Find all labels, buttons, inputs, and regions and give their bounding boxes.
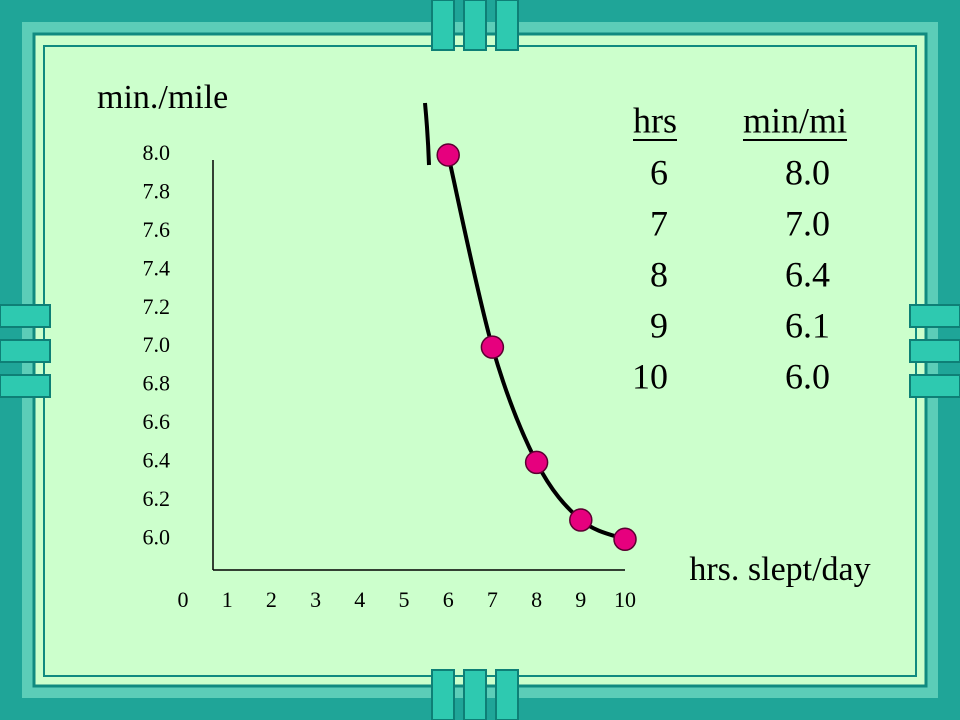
x-tick-label: 8 <box>531 587 542 612</box>
y-tick-label: 7.4 <box>143 255 171 280</box>
table-cell: 6.1 <box>785 305 830 345</box>
table-cell: 6.4 <box>785 254 830 294</box>
x-tick-label: 3 <box>310 587 321 612</box>
y-tick-label: 7.6 <box>143 217 171 242</box>
y-tick-label: 7.8 <box>143 178 171 203</box>
x-axis-label: hrs. slept/day <box>689 551 870 588</box>
point <box>436 143 460 167</box>
y-tick-label: 6.0 <box>143 524 171 549</box>
y-tick-label: 7.2 <box>143 294 171 319</box>
y-tick-label: 8.0 <box>143 140 171 165</box>
y-tick-label: 7.0 <box>143 332 171 357</box>
table-header: hrs <box>633 100 677 140</box>
y-tick-label: 6.6 <box>143 409 171 434</box>
table-cell: 6.0 <box>785 356 830 396</box>
slide-panel <box>32 32 928 688</box>
y-tick-label: 6.8 <box>143 371 171 396</box>
data-table: hrs min/mi 6 8.0 7 7.0 8 6.4 9 6.1 10 6.0 <box>632 100 848 396</box>
x-tick-label: 10 <box>614 587 636 612</box>
y-axis-label: min./mile <box>97 79 228 116</box>
x-tick-label: 1 <box>222 587 233 612</box>
point <box>569 508 593 532</box>
y-tick-label: 6.2 <box>143 486 171 511</box>
x-tick-label: 4 <box>354 587 365 612</box>
point <box>613 527 637 552</box>
table-cell: 7.0 <box>785 203 830 243</box>
table-cell: 9 <box>650 305 668 345</box>
x-tick-label: 7 <box>487 587 498 612</box>
curve-extension <box>423 102 431 166</box>
table-cell: 10 <box>632 356 668 396</box>
x-tick-label: 0 <box>178 587 189 612</box>
table-cell: 6 <box>650 152 668 192</box>
x-tick-label: 6 <box>443 587 454 612</box>
point <box>524 450 549 475</box>
y-tick-label: 6.4 <box>143 447 171 472</box>
x-tick-label: 2 <box>266 587 277 612</box>
point <box>480 335 505 359</box>
table-header: min/mi <box>743 100 847 140</box>
x-tick-label: 5 <box>399 587 410 612</box>
x-tick-label: 9 <box>575 587 586 612</box>
table-cell: 8.0 <box>785 152 830 192</box>
table-cell: 7 <box>650 203 668 243</box>
table-cell: 8 <box>650 254 668 294</box>
